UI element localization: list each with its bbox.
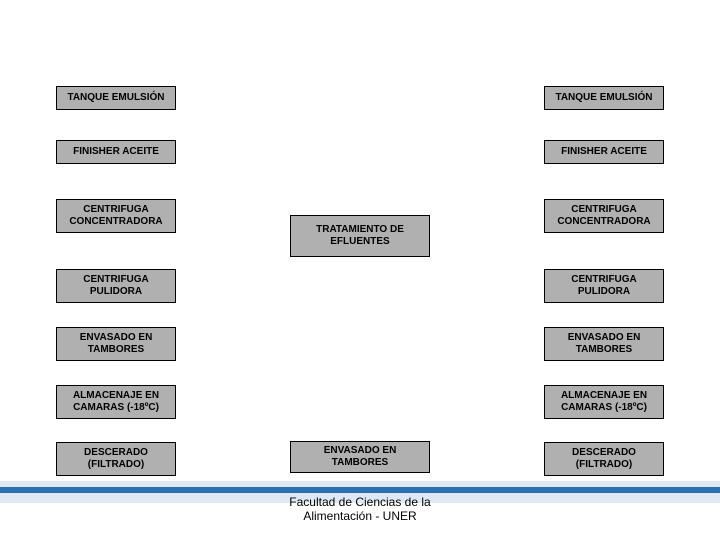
- right-box-0: TANQUE EMULSIÓN: [544, 86, 664, 110]
- right-box-5: ALMACENAJE EN CAMARAS (-18ºC): [544, 385, 664, 419]
- right-box-2: CENTRIFUGA CONCENTRADORA: [544, 199, 664, 233]
- center-tratamiento: TRATAMIENTO DE EFLUENTES: [290, 215, 430, 257]
- left-box-3: CENTRIFUGA PULIDORA: [56, 269, 176, 303]
- footer-text: Facultad de Ciencias de la Alimentación …: [260, 495, 460, 523]
- right-box-6: DESCERADO (FILTRADO): [544, 442, 664, 476]
- left-box-4: ENVASADO EN TAMBORES: [56, 327, 176, 361]
- left-box-5: ALMACENAJE EN CAMARAS (-18ºC): [56, 385, 176, 419]
- left-box-1: FINISHER ACEITE: [56, 140, 176, 164]
- left-box-2: CENTRIFUGA CONCENTRADORA: [56, 199, 176, 233]
- left-box-6: DESCERADO (FILTRADO): [56, 442, 176, 476]
- footer-band-stripe: [0, 487, 720, 493]
- right-box-4: ENVASADO EN TAMBORES: [544, 327, 664, 361]
- right-box-3: CENTRIFUGA PULIDORA: [544, 269, 664, 303]
- right-box-1: FINISHER ACEITE: [544, 140, 664, 164]
- center-envasado: ENVASADO EN TAMBORES: [290, 441, 430, 473]
- left-box-0: TANQUE EMULSIÓN: [56, 86, 176, 110]
